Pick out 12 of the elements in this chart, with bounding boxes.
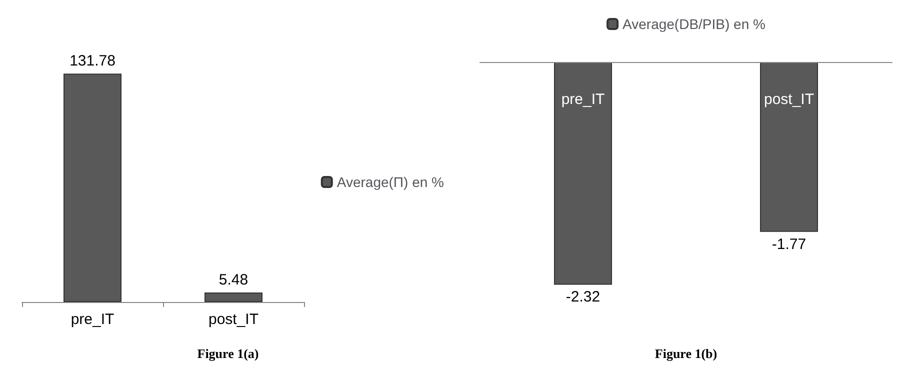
data-label: 131.78 [70, 52, 116, 70]
x-tick-label: pre_IT [561, 91, 605, 108]
legend-label: Average(DB/PIB) en % [622, 16, 766, 32]
data-label: -2.32 [566, 288, 600, 306]
data-label: 5.48 [218, 272, 248, 288]
legend-label: Average(Π) en % [336, 174, 444, 190]
x-tick-label: pre_IT [70, 311, 114, 328]
x-tick-label: post_IT [208, 311, 259, 328]
caption: Figure 1(b) [654, 346, 718, 361]
x-tick-label: post_IT [764, 91, 814, 108]
data-label: -1.77 [772, 236, 806, 253]
caption: Figure 1(a) [197, 346, 259, 361]
